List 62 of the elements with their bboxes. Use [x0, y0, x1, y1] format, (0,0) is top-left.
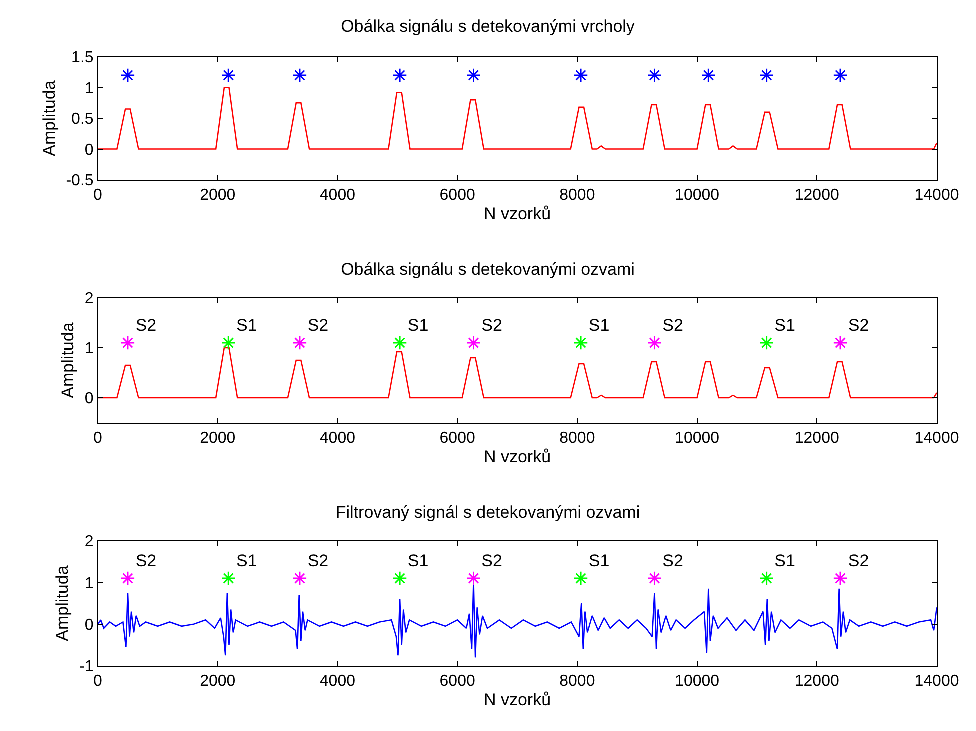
chart-title: Obálka signálu s detekovanými ozvami	[341, 260, 635, 279]
x-tick-label: 8000	[560, 430, 596, 448]
chart-title: Filtrovaný signál s detekovanými ozvami	[336, 502, 640, 522]
y-tick-label: 0	[84, 390, 94, 408]
text: S1	[774, 316, 796, 335]
x-tick-label: 2000	[200, 673, 236, 690]
x-tick-label: 10000	[675, 430, 720, 448]
y-tick-label: 1	[84, 575, 94, 592]
text: S2	[482, 551, 502, 570]
y-tick-label: -0.5	[66, 172, 94, 190]
y-tick-label: 0.5	[72, 111, 94, 128]
series-label: S1	[588, 551, 610, 570]
x-tick-label: 14000	[914, 187, 960, 204]
x-tick-label: 4000	[320, 673, 356, 690]
x-tick-label: 8000	[560, 187, 596, 204]
x-tick-label: 14000	[914, 430, 960, 448]
text: S1	[408, 316, 429, 335]
y-tick-label: 2	[84, 290, 94, 308]
x-tick-label: 12000	[794, 187, 840, 204]
x-tick-label: 6000	[440, 430, 476, 448]
line-series	[98, 582, 937, 658]
text: S1	[236, 551, 258, 570]
x-tick-label: 10000	[675, 187, 720, 204]
x-tick-label: 4000	[320, 187, 356, 204]
text: S2	[662, 316, 684, 335]
chart-title: Obálka signálu s detekovanými vrcholy	[341, 16, 636, 36]
x-tick-label: 6000	[440, 673, 476, 690]
text: S1	[774, 551, 796, 570]
text: S1	[236, 316, 258, 335]
text: S1	[408, 551, 429, 570]
text: S2	[308, 316, 329, 335]
x-tick-label: 14000	[914, 673, 960, 690]
text: S2	[308, 551, 329, 570]
x-tick-label: 4000	[320, 430, 356, 448]
x-axis-title: N vzorků	[484, 204, 552, 224]
x-axis-title: N vzorků	[484, 448, 552, 467]
y-tick-label: 2	[84, 534, 94, 551]
x-tick-label: 12000	[794, 430, 840, 448]
series-label: S2	[848, 551, 870, 570]
y-tick-label: 0	[84, 616, 94, 634]
x-tick-label: 10000	[675, 673, 720, 690]
x-tick-label: 8000	[560, 673, 596, 690]
x-tick-label: 12000	[794, 673, 840, 690]
x-tick-label: 2000	[200, 430, 236, 448]
series-label: S1	[588, 316, 610, 335]
y-tick-label: 1	[84, 80, 94, 98]
y-axis-title: Amplituda	[40, 80, 59, 156]
y-axis-title: Amplituda	[58, 322, 78, 398]
x-tick-label: 2000	[200, 187, 236, 204]
text: S2	[136, 316, 157, 335]
x-axis-title: N vzorků	[484, 690, 552, 710]
line-series	[98, 87, 937, 150]
series-label: S2	[848, 316, 870, 335]
text: S2	[482, 316, 502, 335]
text: S2	[662, 551, 684, 570]
y-axis-title: Amplituda	[53, 565, 72, 642]
text: S2	[136, 551, 157, 570]
y-tick-label: -1	[80, 658, 94, 676]
y-tick-label: 0	[84, 142, 94, 159]
y-tick-label: 1	[84, 340, 94, 358]
y-tick-label: 1.5	[72, 50, 94, 67]
x-tick-label: 6000	[440, 187, 476, 204]
